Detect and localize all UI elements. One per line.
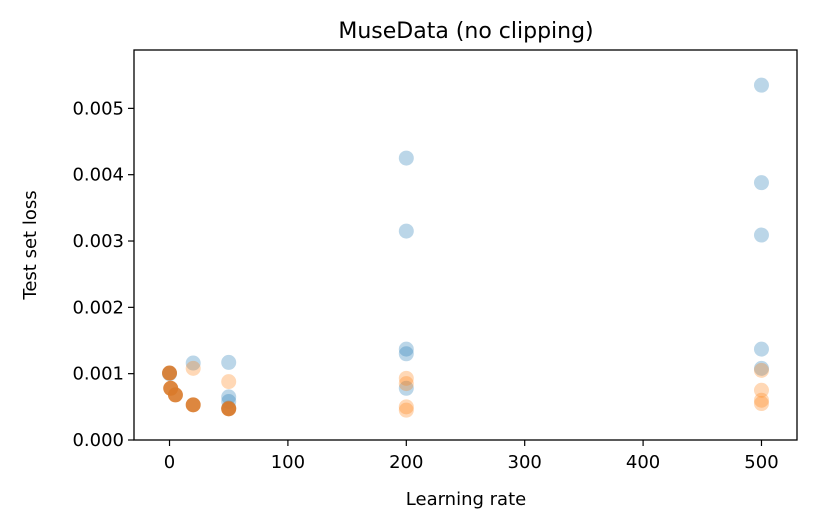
x-tick-label: 0 [164, 452, 175, 473]
data-point-s0-2 [221, 354, 237, 370]
x-tick-label: 200 [389, 452, 423, 473]
y-tick-label: 0.003 [72, 231, 124, 252]
data-point-s2-3 [185, 397, 201, 413]
data-point-s0-7 [398, 223, 414, 239]
data-point-s0-13 [753, 227, 769, 243]
data-point-s0-14 [753, 341, 769, 357]
y-tick-label: 0.002 [72, 297, 124, 318]
data-point-s0-3 [221, 389, 237, 405]
x-tick-label: 300 [508, 452, 542, 473]
chart-title: MuseData (no clipping) [338, 19, 593, 44]
data-point-s1-6 [398, 402, 414, 418]
y-tick-label: 0.005 [72, 98, 124, 119]
data-point-s0-10 [398, 380, 414, 396]
data-point-s1-3 [398, 370, 414, 386]
data-point-s0-9 [398, 346, 414, 362]
data-point-s2-0 [162, 365, 178, 381]
data-point-s0-6 [398, 150, 414, 166]
x-tick-label: 100 [271, 452, 305, 473]
data-point-s2-2 [167, 387, 183, 403]
data-point-s0-8 [398, 341, 414, 357]
plot-frame [133, 49, 798, 441]
x-axis: 0 100 200 300 400 500 [164, 440, 779, 473]
data-point-s0-12 [753, 175, 769, 191]
y-tick-label: 0.004 [72, 165, 124, 186]
y-axis-label: Test set loss [20, 190, 41, 300]
data-point-s1-4 [398, 376, 414, 392]
data-point-s1-7 [753, 362, 769, 378]
data-point-s1-9 [753, 392, 769, 408]
data-point-s2-4 [221, 401, 237, 417]
data-point-s1-5 [398, 399, 414, 415]
y-tick-label: 0.001 [72, 364, 124, 385]
y-tick-label: 0.000 [72, 430, 124, 451]
data-point-s1-10 [753, 396, 769, 412]
data-point-s0-11 [753, 77, 769, 93]
x-tick-label: 400 [626, 452, 660, 473]
y-axis: 0.000 0.001 0.002 0.003 0.004 0.005 [72, 98, 134, 451]
data-point-s1-0 [185, 360, 201, 376]
data-point-s0-1 [185, 355, 201, 371]
x-tick-label: 500 [744, 452, 778, 473]
data-point-s1-8 [753, 382, 769, 398]
x-axis-label: Learning rate [406, 489, 526, 510]
points-layer [162, 77, 769, 418]
data-point-s1-1 [221, 374, 237, 390]
data-point-s0-15 [753, 360, 769, 376]
